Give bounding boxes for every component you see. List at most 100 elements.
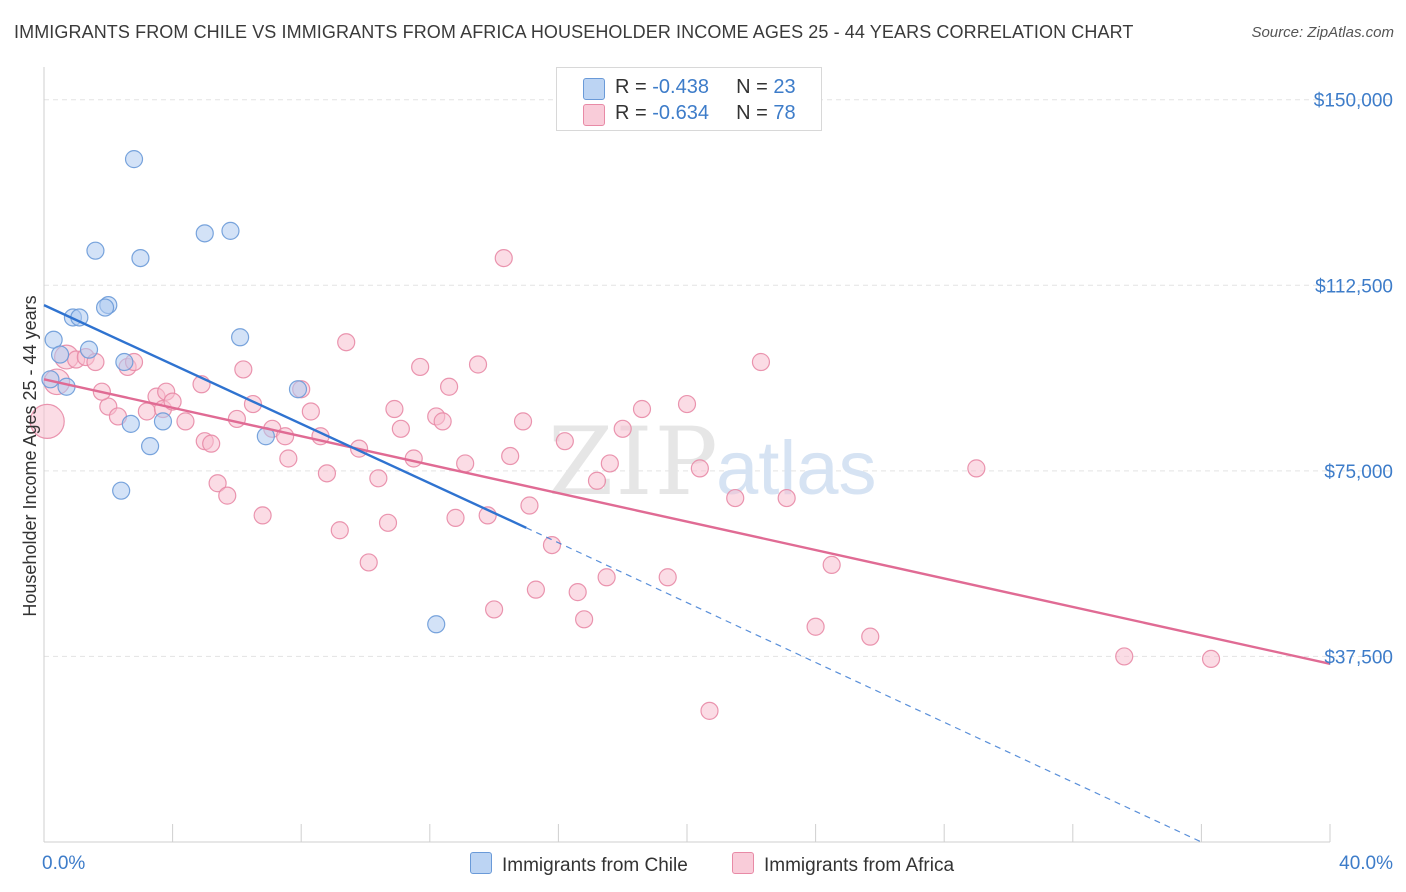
africa-point-43 bbox=[433, 412, 452, 431]
africa-r-value: -0.634 bbox=[652, 102, 709, 124]
africa-point-27 bbox=[279, 449, 298, 468]
africa-point-19 bbox=[208, 474, 227, 493]
africa-point-47 bbox=[468, 355, 488, 374]
chile-n-label: N = bbox=[736, 76, 774, 98]
chile-point-21 bbox=[427, 615, 446, 634]
africa-point-63 bbox=[632, 399, 652, 419]
africa-point-58 bbox=[575, 610, 594, 629]
africa-point-50 bbox=[494, 248, 513, 268]
africa-point-40 bbox=[404, 449, 423, 468]
africa-point-20 bbox=[218, 486, 237, 505]
africa-point-37 bbox=[378, 513, 398, 532]
scatter-points bbox=[29, 150, 1221, 720]
africa-point-22 bbox=[234, 360, 253, 379]
chile-point-7 bbox=[86, 241, 105, 260]
africa-point-0 bbox=[29, 403, 65, 439]
africa-n-label: N = bbox=[736, 102, 774, 124]
bottom-chile-swatch bbox=[470, 852, 492, 874]
x-tick-label-0: 0.0% bbox=[42, 853, 85, 874]
africa-point-76 bbox=[1201, 649, 1221, 669]
bottom-africa-swatch bbox=[732, 852, 754, 874]
africa-point-46 bbox=[456, 454, 475, 473]
africa-point-36 bbox=[369, 469, 388, 488]
africa-point-61 bbox=[600, 454, 619, 473]
africa-point-68 bbox=[726, 488, 745, 508]
africa-point-64 bbox=[658, 568, 677, 587]
africa-point-10 bbox=[137, 402, 156, 421]
chile-point-15 bbox=[153, 412, 173, 431]
africa-point-60 bbox=[597, 568, 616, 587]
africa-point-33 bbox=[337, 333, 356, 352]
y-axis-title: Householder Income Ages 25 - 44 years bbox=[20, 295, 40, 616]
chile-point-11 bbox=[124, 150, 144, 169]
africa-point-71 bbox=[806, 617, 825, 636]
africa-point-38 bbox=[385, 399, 404, 419]
africa-swatch bbox=[583, 104, 605, 126]
africa-point-52 bbox=[513, 412, 533, 431]
africa-point-67 bbox=[700, 701, 719, 720]
axes bbox=[43, 67, 1331, 843]
africa-point-45 bbox=[446, 508, 465, 527]
bottom-chile-label: Immigrants from Chile bbox=[502, 855, 688, 876]
africa-point-70 bbox=[777, 488, 796, 508]
chile-point-18 bbox=[231, 328, 250, 347]
chile-point-22 bbox=[112, 481, 131, 500]
africa-point-35 bbox=[359, 553, 378, 572]
africa-point-54 bbox=[526, 580, 545, 599]
africa-point-49 bbox=[485, 600, 504, 619]
africa-point-65 bbox=[677, 394, 697, 414]
africa-point-57 bbox=[568, 583, 587, 602]
bottom-africa-label: Immigrants from Africa bbox=[764, 855, 955, 876]
chile-trend-extension bbox=[525, 527, 1202, 843]
chile-point-9 bbox=[115, 352, 134, 372]
chile-point-2 bbox=[50, 345, 70, 364]
bottom-legend-chile: Immigrants from Chile bbox=[470, 852, 688, 877]
source-label: Source: ZipAtlas.com bbox=[1251, 24, 1394, 41]
chile-r-value: -0.438 bbox=[652, 76, 709, 98]
y-tick-label-3: $150,000 bbox=[1314, 91, 1393, 112]
africa-point-18 bbox=[202, 434, 221, 453]
africa-point-32 bbox=[330, 521, 349, 540]
africa-point-75 bbox=[1115, 647, 1134, 666]
chile-point-0 bbox=[41, 370, 60, 389]
bottom-legend-africa: Immigrants from Africa bbox=[732, 852, 954, 877]
chile-point-10 bbox=[95, 298, 115, 317]
africa-point-31 bbox=[317, 464, 337, 483]
chile-point-13 bbox=[121, 414, 140, 433]
chile-point-17 bbox=[221, 221, 240, 240]
y-tick-label-1: $75,000 bbox=[1324, 462, 1393, 483]
x-tick-label-1: 40.0% bbox=[1339, 853, 1393, 874]
chile-point-16 bbox=[195, 224, 214, 243]
chile-point-20 bbox=[288, 380, 308, 399]
africa-point-73 bbox=[861, 627, 880, 646]
africa-point-41 bbox=[411, 357, 430, 377]
africa-point-24 bbox=[253, 506, 272, 525]
africa-trend-line bbox=[43, 378, 1331, 666]
chile-r-label: R = bbox=[615, 76, 653, 98]
chile-point-14 bbox=[140, 437, 160, 456]
africa-point-21 bbox=[227, 409, 246, 429]
africa-point-66 bbox=[690, 459, 709, 478]
correlation-legend: R = -0.438 N = 23 R = -0.634 N = 78 bbox=[556, 67, 822, 131]
africa-point-29 bbox=[301, 402, 320, 421]
y-tick-label-0: $37,500 bbox=[1324, 647, 1393, 668]
chile-trend-line bbox=[43, 304, 527, 529]
chile-point-12 bbox=[131, 248, 150, 268]
africa-point-53 bbox=[520, 496, 539, 515]
africa-point-62 bbox=[613, 419, 632, 438]
africa-point-59 bbox=[587, 471, 607, 490]
tick-labels: $37,500 $75,000 $112,500 $150,000 0.0% 40.0% bbox=[42, 91, 1393, 874]
africa-point-44 bbox=[439, 377, 459, 396]
trend-lines bbox=[43, 304, 1331, 843]
africa-r-label: R = bbox=[615, 102, 653, 124]
africa-point-56 bbox=[555, 432, 574, 451]
chile-swatch bbox=[583, 78, 605, 100]
y-tick-label-2: $112,500 bbox=[1315, 276, 1393, 297]
chile-n-value: 23 bbox=[773, 76, 796, 98]
chile-point-6 bbox=[79, 340, 99, 359]
africa-point-55 bbox=[542, 535, 562, 555]
africa-point-15 bbox=[176, 412, 195, 431]
africa-n-value: 78 bbox=[773, 102, 796, 124]
chart-title: IMMIGRANTS FROM CHILE VS IMMIGRANTS FROM… bbox=[14, 22, 1134, 42]
